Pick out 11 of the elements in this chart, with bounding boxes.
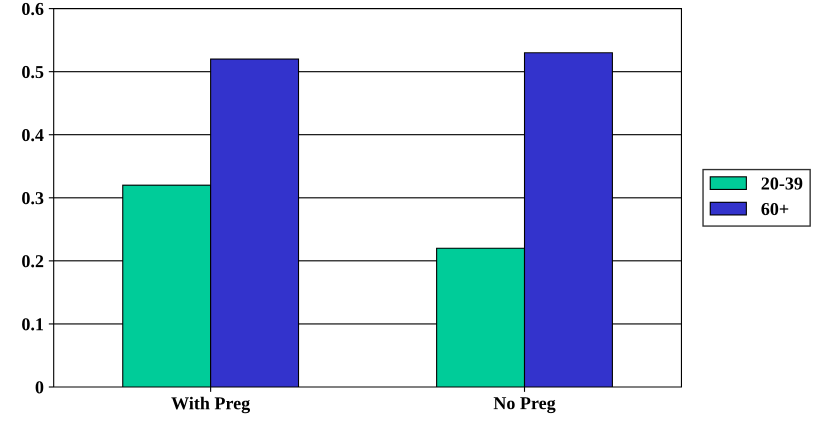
legend-label: 60+ <box>761 202 788 216</box>
legend-label: 20-39 <box>762 177 802 190</box>
y-tick-label: 0.3 <box>22 192 44 204</box>
y-tick-label: 0 <box>36 381 44 394</box>
x-tick-label: No Preg <box>494 397 556 414</box>
y-tick-label: 0.4 <box>22 128 44 142</box>
x-tick-label: With Preg <box>171 396 250 414</box>
y-tick-label: 0.2 <box>22 255 44 268</box>
y-tick-label: 0.1 <box>22 318 44 330</box>
y-tick-label: 0.6 <box>22 2 44 16</box>
y-tick-label: 0.5 <box>22 66 44 78</box>
